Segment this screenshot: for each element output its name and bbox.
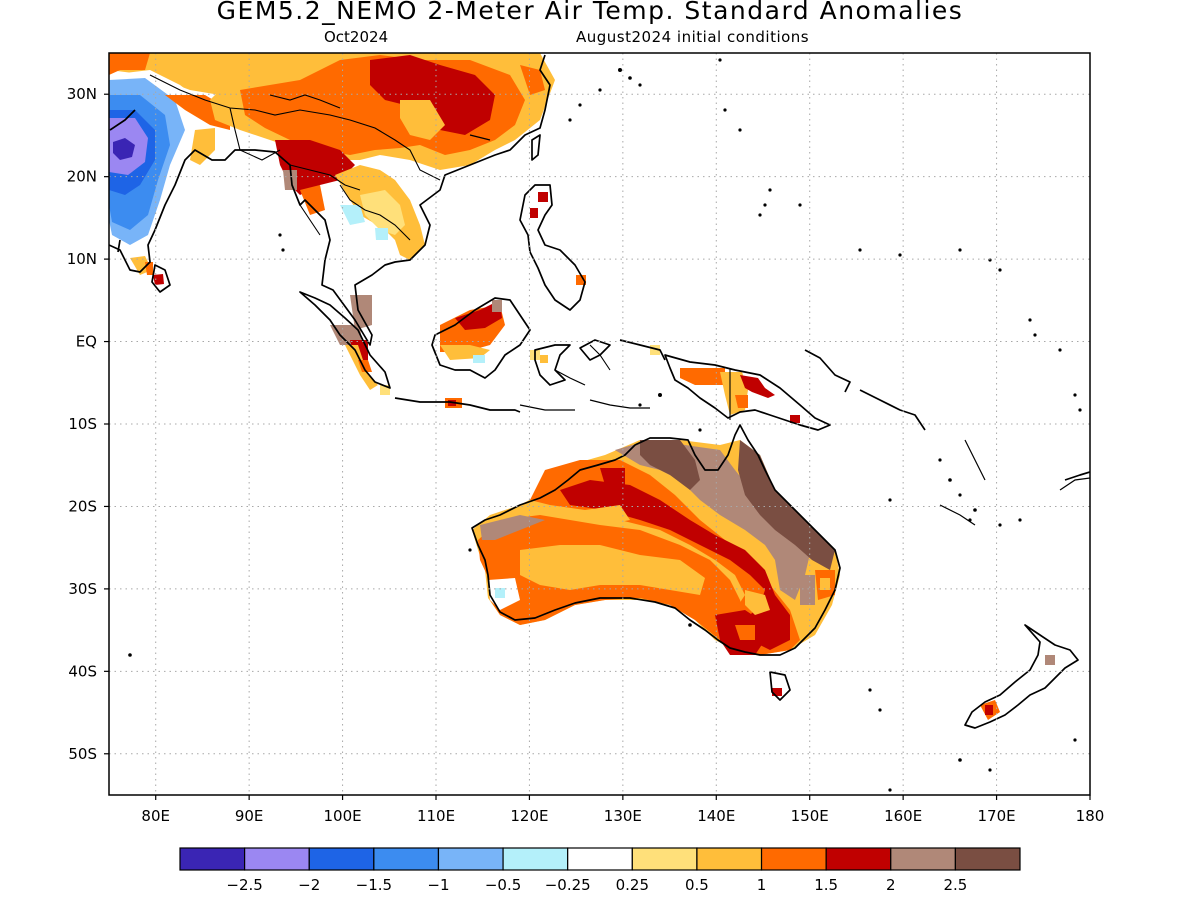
colorbar-label: 0.25	[616, 876, 649, 894]
init-conditions-label: August2024 initial conditions	[576, 28, 810, 46]
colorbar-label: −1.5	[356, 876, 392, 894]
coastlines	[109, 54, 1090, 729]
colorbar-swatch	[760, 847, 827, 871]
country-borders	[149, 74, 731, 420]
colorbar-label: 2	[886, 876, 896, 894]
lon-tick-label: 150E	[791, 807, 829, 825]
lon-tick-label: 110E	[417, 807, 455, 825]
lat-tick-label: 20S	[68, 497, 97, 515]
australia-anomaly-field	[472, 440, 840, 696]
colorbar-label: −0.5	[485, 876, 521, 894]
islands	[128, 58, 1082, 792]
island-chains	[469, 134, 1090, 526]
lat-tick-label: EQ	[76, 333, 97, 351]
colorbar-swatch	[308, 847, 375, 871]
india-anomaly-field	[109, 53, 260, 285]
lon-tick-label: 160E	[884, 807, 922, 825]
colorbar-label: −1	[427, 876, 449, 894]
colorbar-label: −2	[298, 876, 320, 894]
lon-tick-label: 90E	[235, 807, 264, 825]
lat-tick-label: 20N	[67, 168, 97, 186]
lon-tick-label: 120E	[510, 807, 548, 825]
latitude-axis: 30N 20N 10N EQ 10S 20S 30S 40S 50S	[67, 85, 109, 763]
colorbar-label: 0.5	[685, 876, 709, 894]
colorbar-label: 2.5	[943, 876, 967, 894]
east-asia-anomaly-field	[210, 53, 555, 260]
colorbar-label: −2.5	[226, 876, 262, 894]
colorbar-swatch	[244, 847, 310, 871]
colorbar-swatch	[502, 847, 569, 871]
lat-tick-label: 30N	[67, 85, 97, 103]
map-title: GEM5.2_NEMO 2-Meter Air Temp. Standard A…	[216, 0, 964, 25]
lat-tick-label: 40S	[68, 662, 97, 680]
sumatra-anomaly-field	[330, 295, 390, 395]
colorbar: −2.5 −2 −1.5 −1 −0.5 −0.25 0.25 0.5 1 1.5 2 2.5	[179, 847, 1021, 894]
plot-area	[109, 53, 1090, 795]
lon-tick-label: 140E	[697, 807, 735, 825]
valid-month-label: Oct2024	[324, 28, 389, 46]
lat-tick-label: 10N	[67, 250, 97, 268]
new-guinea-anomaly-field	[680, 368, 800, 423]
lon-tick-label: 100E	[324, 807, 362, 825]
lon-tick-label: 180	[1076, 807, 1105, 825]
lat-lon-grid	[109, 53, 1090, 795]
lat-tick-label: 50S	[68, 745, 97, 763]
lon-tick-label: 130E	[604, 807, 642, 825]
colorbar-label: −0.25	[545, 876, 591, 894]
colorbar-label: 1.5	[814, 876, 838, 894]
colorbar-swatch	[373, 847, 440, 871]
lon-tick-label: 170E	[978, 807, 1016, 825]
colorbar-swatch	[567, 847, 633, 871]
colorbar-swatch	[179, 847, 246, 871]
colorbar-swatch	[631, 847, 698, 871]
colorbar-swatch	[890, 847, 956, 871]
colorbar-label: 1	[757, 876, 767, 894]
borneo-anomaly-field	[440, 300, 505, 363]
lat-tick-label: 30S	[68, 580, 97, 598]
colorbar-swatch	[437, 847, 504, 871]
philippines-anomaly-field	[530, 192, 586, 285]
lat-tick-label: 10S	[68, 415, 97, 433]
colorbar-swatch	[825, 847, 892, 871]
longitude-axis: 80E 90E 100E 110E 120E 130E 140E 150E 160E 170E 18…	[141, 795, 1104, 825]
lon-tick-label: 80E	[141, 807, 170, 825]
colorbar-swatch	[696, 847, 763, 871]
new-zealand-anomaly-field	[980, 655, 1055, 720]
colorbar-swatch	[954, 847, 1021, 871]
